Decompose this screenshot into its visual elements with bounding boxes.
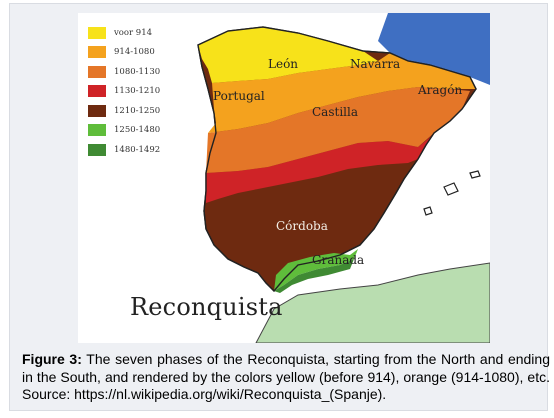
legend-swatch [88, 85, 106, 98]
granada-late-area [274, 259, 354, 293]
region-label-aragon: Aragón [418, 83, 463, 97]
caption-text: The seven phases of the Reconquista, sta… [22, 351, 550, 402]
iberia-outline [197, 26, 477, 293]
legend-label: voor 914 [114, 27, 153, 38]
legend-swatch [88, 124, 106, 137]
region-label-portugal: Portugal [213, 89, 265, 103]
figure-frame: voor 914 914-1080 1080-1130 1130-1210 12… [9, 3, 550, 411]
region-label-castilla: Castilla [312, 105, 358, 119]
region-label-cordoba: Córdoba [276, 219, 328, 233]
legend-item: voor 914 [88, 23, 198, 43]
band-914-1080 [208, 53, 476, 133]
legend-item: 1250-1480 [88, 121, 198, 141]
map-canvas [197, 13, 490, 343]
legend-item: 1080-1130 [88, 62, 198, 82]
band-1080-1130 [206, 87, 470, 173]
region-label-navarra: Navarra [350, 57, 401, 71]
map-title: Reconquista [130, 293, 283, 321]
legend-swatch [88, 26, 106, 39]
figure-caption: Figure 3: The seven phases of the Reconq… [22, 351, 550, 404]
legend-swatch [88, 104, 106, 117]
band-voor-914 [198, 27, 378, 83]
region-label-leon: León [268, 57, 299, 71]
island-menorca [469, 170, 481, 179]
caption-label: Figure 3: [22, 351, 82, 367]
legend-item: 1480-1492 [88, 140, 198, 160]
legend-label: 1080-1130 [114, 66, 161, 77]
africa-area [255, 262, 490, 343]
legend-item: 914-1080 [88, 43, 198, 63]
legend-item: 1210-1250 [88, 101, 198, 121]
legend-label: 914-1080 [114, 47, 155, 58]
legend-item: 1130-1210 [88, 82, 198, 102]
legend-label: 1250-1480 [114, 125, 161, 136]
legend-swatch [88, 46, 106, 59]
legend-swatch [88, 65, 106, 78]
region-label-granada: Granada [312, 253, 365, 267]
legend-label: 1130-1210 [114, 86, 161, 97]
island-mallorca [443, 182, 459, 196]
legend-swatch [88, 143, 106, 156]
legend-label: 1480-1492 [114, 144, 161, 155]
france-area [378, 13, 490, 85]
granada-area [274, 249, 358, 291]
band-1130-1210 [206, 133, 434, 203]
legend: voor 914 914-1080 1080-1130 1130-1210 12… [88, 23, 198, 160]
legend-label: 1210-1250 [114, 105, 161, 116]
reconquista-map: voor 914 914-1080 1080-1130 1130-1210 12… [78, 13, 490, 343]
island-ibiza [423, 206, 433, 216]
